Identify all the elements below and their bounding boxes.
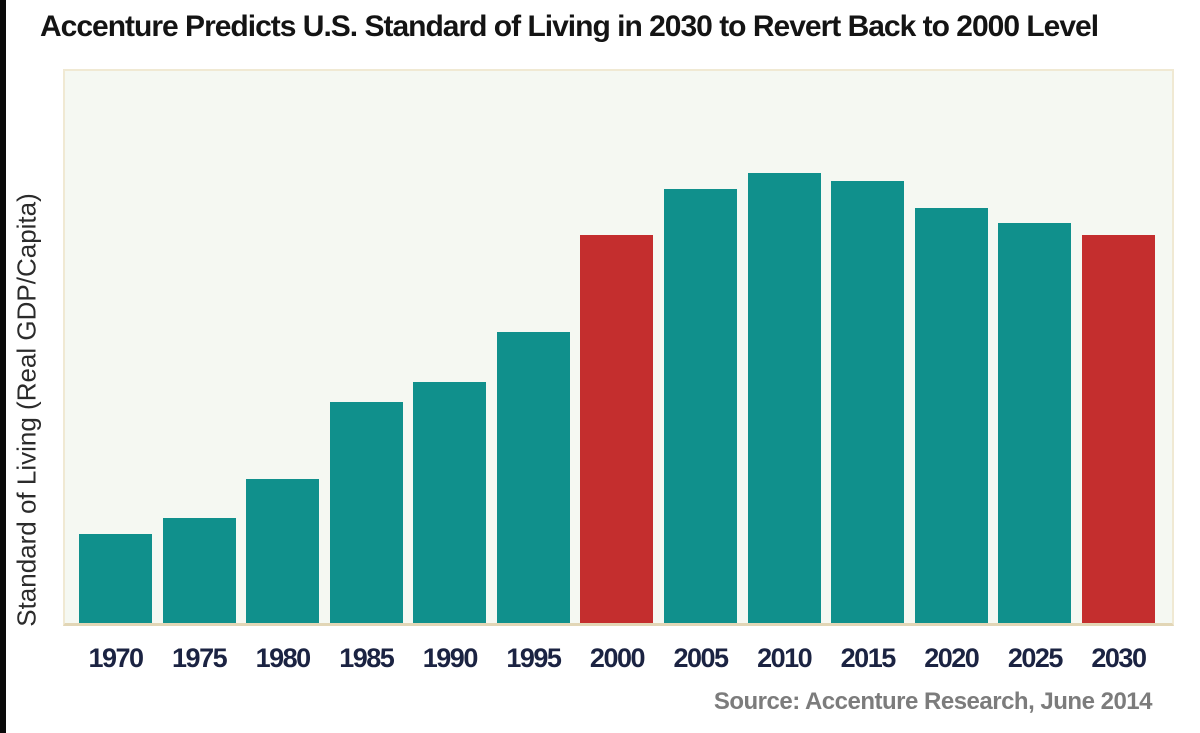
y-axis-label: Standard of Living (Real GDP/Capita) [11,193,42,627]
bar-1970 [79,534,152,623]
x-tick-label-2025: 2025 [1007,643,1064,673]
bar-2030 [1081,235,1155,623]
x-tick-label-1990: 1990 [422,643,479,673]
source-caption: Source: Accenture Research, June 2014 [713,688,1153,715]
x-tick-label-2005: 2005 [673,643,730,673]
bar-2000 [580,235,654,623]
x-tick-label-1970: 1970 [88,643,144,673]
x-tick-label-1985: 1985 [339,643,395,673]
left-edge-strip [0,0,6,733]
bar-2020 [914,208,988,623]
x-tick-label-2000: 2000 [589,643,646,673]
chart-title: Accenture Predicts U.S. Standard of Livi… [40,10,1099,43]
x-tick-label-2030: 2030 [1091,643,1147,673]
plot-area [63,69,1174,626]
x-tick-label-2020: 2020 [924,643,980,673]
x-axis-labels: 1970 1975 1980 1985 1990 1995 2000 2005 2010 2015… [79,643,1155,674]
bars-container [79,71,1155,623]
bar-2025 [998,223,1072,623]
bar-2015 [831,181,905,623]
bar-2010 [747,173,821,623]
bar-1975 [162,518,236,623]
x-tick-label-1980: 1980 [255,643,312,673]
bar-1990 [413,382,487,623]
x-tick-label-2015: 2015 [840,643,897,673]
bar-1985 [329,402,403,623]
x-tick-label-1995: 1995 [506,643,562,673]
bar-1995 [496,332,570,623]
x-tick-label-1975: 1975 [172,643,228,673]
x-tick-label-2010: 2010 [757,643,813,673]
bar-1980 [246,479,320,623]
bar-2005 [664,189,738,623]
